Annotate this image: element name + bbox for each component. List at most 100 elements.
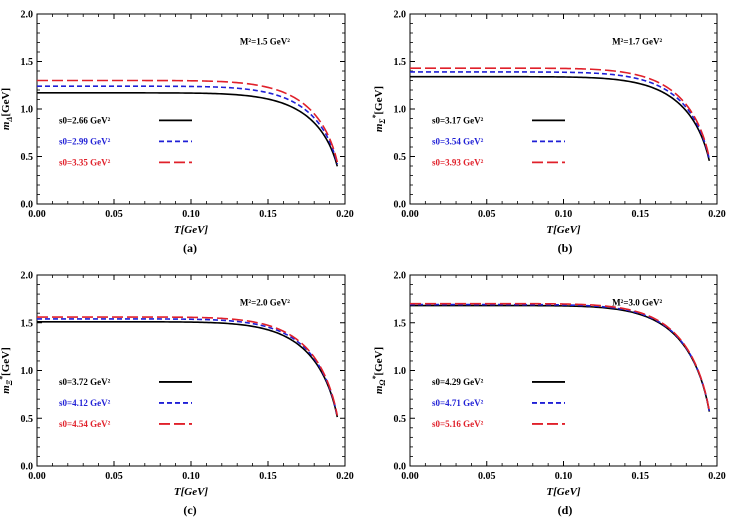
chart-panel-2: 0.00 0.05 0.10 0.15 0.20 0.0 0.5 1.0 1.5 2.0 T[GeV…	[371, 10, 726, 256]
y-axis-label-unit: [GeV]	[373, 347, 385, 376]
y-tick-label: 0.0	[21, 200, 34, 211]
x-tick-label: 0.05	[105, 471, 123, 482]
x-tick-label: 0.10	[182, 209, 200, 220]
series-line-1	[410, 75, 711, 162]
series-line-2	[37, 318, 339, 417]
y-tick-label: 0.5	[21, 414, 34, 425]
y-axis-label-unit: [GeV]	[0, 347, 12, 376]
x-tick-label: 0.00	[28, 209, 46, 220]
y-axis-label-main: m	[0, 121, 12, 130]
legend-entry-label: s0=3.93 GeV²	[432, 157, 484, 167]
legend-entry-label: s0=4.12 GeV²	[59, 398, 111, 408]
x-tick-label: 0.00	[401, 209, 419, 220]
y-tick-label: 1.0	[21, 105, 34, 116]
series-line-2	[37, 85, 339, 165]
series-line-1	[37, 92, 339, 167]
y-tick-label: 0.5	[21, 152, 34, 163]
y-tick-label: 1.0	[21, 366, 34, 377]
y-axis-label-main: m	[0, 385, 12, 394]
y-axis-label-sub: Ξ	[5, 379, 14, 385]
series-line-2	[410, 71, 711, 160]
x-tick-label: 0.00	[28, 471, 46, 482]
y-axis-label-sub: Ω	[378, 380, 387, 386]
y-axis-label-main: m	[373, 385, 385, 394]
x-tick-label: 0.15	[632, 471, 650, 482]
x-tick-label: 0.10	[182, 471, 200, 482]
y-tick-label: 0.0	[394, 200, 407, 211]
legend-entry-label: s0=3.17 GeV²	[432, 115, 484, 125]
y-tick-label: 1.5	[394, 318, 407, 329]
legend-entry-label: s0=2.99 GeV²	[59, 136, 111, 146]
x-tick-label: 0.15	[259, 209, 277, 220]
legend-entry-label: s0=3.72 GeV²	[59, 377, 111, 387]
chart-panel-3: 0.00 0.05 0.10 0.15 0.20 0.0 0.5 1.0 1.5 2.0 T[GeV…	[0, 271, 354, 518]
y-tick-label: 1.5	[394, 57, 407, 68]
panel-label: (c)	[183, 503, 196, 517]
plot-frame	[36, 274, 346, 467]
x-axis-label: T[GeV]	[546, 224, 581, 236]
series-line-3	[410, 302, 711, 412]
mass-parameter-annotation: M²=2.0 GeV²	[240, 298, 290, 308]
x-tick-label: 0.05	[478, 209, 496, 220]
x-axis-label: T[GeV]	[174, 224, 209, 236]
y-axis-label-sub: Σ	[378, 119, 387, 125]
y-tick-label: 0.5	[394, 152, 407, 163]
x-tick-label: 0.15	[632, 209, 650, 220]
x-tick-label: 0.05	[478, 471, 496, 482]
mass-parameter-annotation: M²=3.0 GeV²	[612, 298, 662, 308]
x-tick-label: 0.15	[259, 471, 277, 482]
y-tick-label: 2.0	[394, 10, 407, 21]
plot-frame	[409, 13, 718, 205]
panel-label: (b)	[558, 241, 573, 255]
y-axis-label-sup: *	[0, 375, 7, 380]
y-axis-label-sub: Δ	[5, 117, 14, 123]
y-axis-label-sup: *	[371, 375, 380, 380]
series-line-3	[37, 316, 339, 416]
y-tick-label: 2.0	[21, 10, 34, 21]
series-line-3	[37, 79, 339, 163]
x-tick-label: 0.05	[105, 209, 123, 220]
plot-frame	[36, 13, 346, 205]
chart-panel-1: 0.00 0.05 0.10 0.15 0.20 0.0 0.5 1.0 1.5 2.0 T[GeV…	[0, 10, 354, 256]
y-axis-label: mΔ[GeV]	[0, 88, 14, 130]
x-tick-label: 0.10	[555, 471, 573, 482]
y-axis-label-unit: [GeV]	[0, 88, 12, 117]
y-tick-label: 1.0	[394, 105, 407, 116]
x-axis-label: T[GeV]	[546, 486, 581, 498]
y-tick-label: 1.0	[394, 366, 407, 377]
legend-entry-label: s0=3.54 GeV²	[432, 136, 484, 146]
mass-parameter-annotation: M²=1.5 GeV²	[240, 36, 290, 46]
legend-entry-label: s0=4.54 GeV²	[59, 419, 111, 429]
y-axis-label-unit: [GeV]	[373, 86, 385, 115]
legend-entry-label: s0=5.16 GeV²	[432, 419, 484, 429]
y-tick-label: 1.5	[21, 57, 34, 68]
mass-parameter-annotation: M²=1.7 GeV²	[612, 36, 662, 46]
y-tick-label: 0.0	[21, 462, 34, 473]
series-line-3	[410, 67, 711, 159]
chart-panel-4: 0.00 0.05 0.10 0.15 0.20 0.0 0.5 1.0 1.5 2.0 T[GeV…	[371, 271, 726, 518]
y-axis-label: mΞ*[GeV]	[0, 347, 14, 394]
panel-label: (d)	[558, 503, 573, 517]
y-axis-label: mΣ*[GeV]	[371, 86, 387, 132]
y-axis-label-sup: *	[371, 114, 380, 119]
y-tick-label: 1.5	[21, 318, 34, 329]
x-axis-label: T[GeV]	[174, 486, 209, 498]
legend-entry-label: s0=3.35 GeV²	[59, 157, 111, 167]
x-tick-label: 0.20	[708, 471, 726, 482]
legend-entry-label: s0=4.71 GeV²	[432, 398, 484, 408]
legend-entry-label: s0=4.29 GeV²	[432, 377, 484, 387]
y-axis-label-main: m	[373, 123, 385, 132]
x-tick-label: 0.20	[336, 471, 354, 482]
x-tick-label: 0.00	[401, 471, 419, 482]
y-tick-label: 2.0	[394, 271, 407, 282]
panel-label: (a)	[183, 241, 197, 255]
y-axis-label: mΩ*[GeV]	[371, 347, 387, 394]
series-line-1	[37, 320, 339, 418]
x-tick-label: 0.10	[555, 209, 573, 220]
x-tick-label: 0.20	[708, 209, 726, 220]
series-line-2	[410, 303, 711, 412]
series-line-1	[410, 304, 711, 412]
x-tick-label: 0.20	[336, 209, 354, 220]
y-tick-label: 0.0	[394, 462, 407, 473]
